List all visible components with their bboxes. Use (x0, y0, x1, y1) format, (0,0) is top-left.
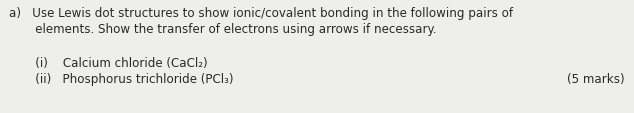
Text: (i)    Calcium chloride (CaCl₂): (i) Calcium chloride (CaCl₂) (9, 56, 207, 69)
Text: elements. Show the transfer of electrons using arrows if necessary.: elements. Show the transfer of electrons… (9, 23, 436, 36)
Text: (ii)   Phosphorus trichloride (PCl₃): (ii) Phosphorus trichloride (PCl₃) (9, 72, 233, 85)
Text: a)   Use Lewis dot structures to show ionic/covalent bonding in the following pa: a) Use Lewis dot structures to show ioni… (9, 7, 513, 20)
Text: (5 marks): (5 marks) (567, 72, 624, 85)
